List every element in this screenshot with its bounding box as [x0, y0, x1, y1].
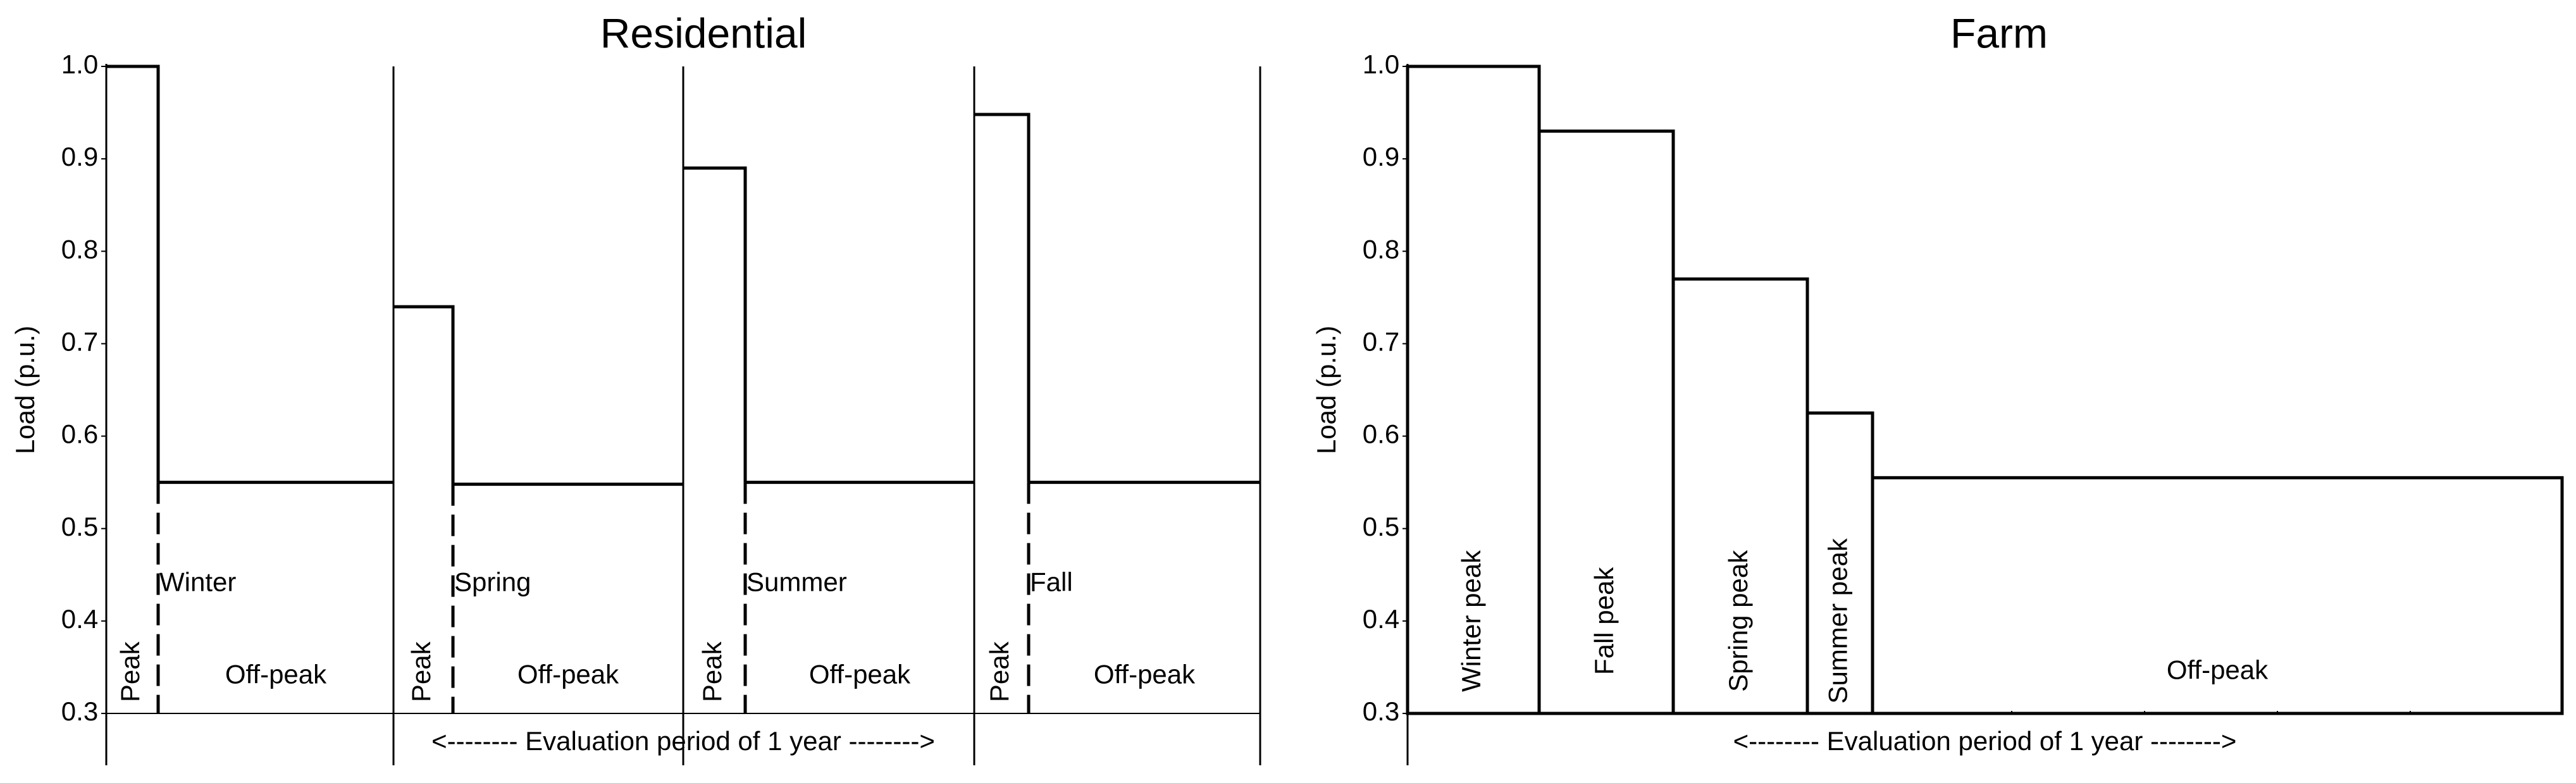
- category-label: Fall peak: [1589, 567, 1619, 675]
- y-axis-label: Load (p.u.): [10, 326, 40, 454]
- y-tick-label: 1.0: [61, 49, 98, 79]
- peak-label: Peak: [697, 641, 727, 702]
- peak-bar: [974, 113, 1031, 483]
- y-tick-label: 0.9: [1363, 142, 1399, 171]
- y-tick-label: 1.0: [1363, 49, 1399, 79]
- category-label: Summer peak: [1823, 538, 1853, 703]
- y-tick-label: 0.5: [1363, 512, 1399, 541]
- category-label: Spring peak: [1723, 550, 1753, 692]
- chart-title: Farm: [1950, 9, 2048, 56]
- y-tick-label: 0.6: [1363, 419, 1399, 449]
- y-tick-label: 0.3: [1363, 696, 1399, 726]
- season-label: Winter: [159, 567, 236, 596]
- season-label: Fall: [1030, 567, 1073, 596]
- peak-bar: [393, 305, 455, 484]
- bar: [1871, 476, 2564, 715]
- y-tick-label: 0.4: [1363, 604, 1399, 634]
- x-axis-label: <-------- Evaluation period of 1 year --…: [1733, 726, 2237, 756]
- y-tick-label: 0.7: [1363, 327, 1399, 357]
- y-tick-label: 0.8: [1363, 234, 1399, 264]
- y-tick-label: 0.7: [61, 327, 98, 357]
- peak-label: Peak: [984, 641, 1014, 702]
- offpeak-label: Off-peak: [517, 660, 619, 689]
- category-label: Off-peak: [2167, 655, 2269, 684]
- y-tick-label: 0.4: [61, 604, 98, 634]
- peak-bar: [106, 65, 160, 483]
- offpeak-label: Off-peak: [809, 660, 911, 689]
- y-tick-label: 0.5: [61, 512, 98, 541]
- y-tick-label: 0.3: [61, 696, 98, 726]
- chart-title: Residential: [600, 9, 807, 56]
- season-label: Spring: [454, 567, 531, 596]
- y-tick-label: 0.9: [61, 142, 98, 171]
- y-axis-label: Load (p.u.): [1311, 326, 1341, 454]
- peak-label: Peak: [115, 641, 145, 702]
- peak-bar: [683, 166, 747, 483]
- category-label: Winter peak: [1456, 550, 1486, 692]
- season-label: Summer: [746, 567, 847, 596]
- offpeak-label: Off-peak: [225, 660, 327, 689]
- y-tick-label: 0.6: [61, 419, 98, 449]
- peak-label: Peak: [406, 641, 436, 702]
- offpeak-label: Off-peak: [1094, 660, 1196, 689]
- y-tick-label: 0.8: [61, 234, 98, 264]
